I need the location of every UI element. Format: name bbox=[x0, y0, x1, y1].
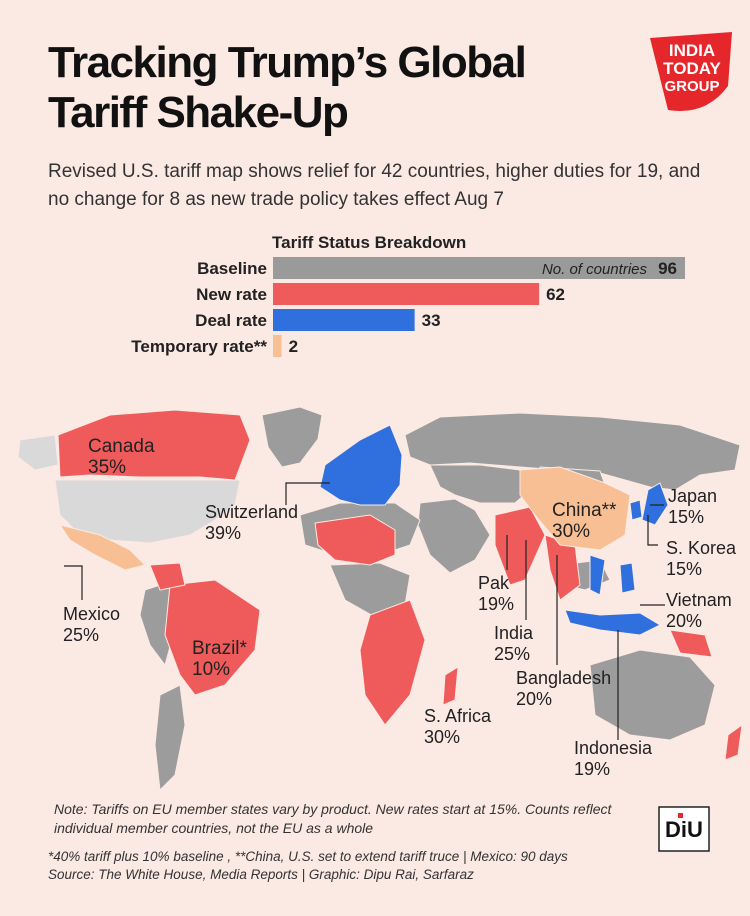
label-brazil: Brazil* 10% bbox=[192, 638, 247, 680]
label-vietnam: Vietnam 20% bbox=[666, 590, 732, 631]
subtitle: Revised U.S. tariff map shows relief for… bbox=[48, 161, 701, 210]
label-india: India 25% bbox=[494, 623, 534, 664]
central-asia-shape bbox=[429, 464, 531, 504]
philippines-shape bbox=[619, 562, 636, 594]
diu-logo-text: DiU bbox=[665, 817, 703, 842]
category-label: Temporary rate** bbox=[131, 337, 267, 356]
west-africa-shape bbox=[314, 514, 396, 566]
label-mexico: Mexico 25% bbox=[63, 604, 121, 645]
title-line-2: Tariff Shake-Up bbox=[48, 88, 349, 137]
russia-shape bbox=[404, 412, 741, 491]
footer-footnote: *40% tariff plus 10% baseline , **China,… bbox=[48, 848, 648, 884]
value-label: 33 bbox=[422, 311, 441, 330]
mexico-shape bbox=[58, 524, 146, 571]
diu-logo: DiU bbox=[658, 806, 710, 852]
usa-shape bbox=[54, 479, 241, 544]
map-light bbox=[17, 434, 241, 544]
eu-shape bbox=[319, 424, 403, 506]
tariff-bar-chart: Baseline 96 No. of countries New rate 62 Deal… bbox=[131, 257, 685, 357]
australia-shape bbox=[589, 649, 716, 741]
logo-line-3: GROUP bbox=[664, 78, 719, 95]
indonesia-shape bbox=[564, 609, 662, 636]
label-indonesia: Indonesia 19% bbox=[574, 738, 653, 779]
leader-lines bbox=[64, 482, 665, 740]
value-label: 96 bbox=[658, 259, 677, 278]
bar-baseline bbox=[273, 257, 685, 279]
logo-line-2: TODAY bbox=[663, 59, 721, 78]
label-switzerland: Switzerland 39% bbox=[205, 502, 299, 543]
korea-shape bbox=[629, 499, 643, 521]
chart-annotation: No. of countries bbox=[542, 261, 648, 278]
value-label: 62 bbox=[546, 285, 565, 304]
footer-note: Note: Tariffs on EU member states vary b… bbox=[54, 801, 612, 836]
nz-shape bbox=[724, 723, 743, 761]
canada-shape bbox=[57, 409, 251, 481]
map-new-rate bbox=[57, 409, 743, 761]
label-china: China** 30% bbox=[552, 500, 617, 542]
title-line-1: Tracking Trump’s Global bbox=[48, 38, 527, 87]
colombia-shape bbox=[149, 562, 186, 591]
bar-deal-rate bbox=[273, 309, 415, 331]
chart-title: Tariff Status Breakdown bbox=[272, 233, 467, 252]
madagascar-shape bbox=[442, 666, 459, 706]
category-label: Deal rate bbox=[195, 311, 267, 330]
label-canada: Canada 35% bbox=[88, 436, 155, 478]
logo-line-1: INDIA bbox=[669, 41, 715, 60]
page-title: Tracking Trump’s Global Tariff Shake-Up bbox=[48, 38, 608, 138]
brazil-shape bbox=[164, 579, 261, 696]
bar-new-rate bbox=[273, 283, 540, 305]
map-deal-rate bbox=[319, 424, 669, 636]
label-pak: Pak 19% bbox=[478, 573, 515, 614]
middle-east-shape bbox=[417, 498, 491, 574]
alaska-shape bbox=[17, 434, 59, 471]
china-shape bbox=[519, 466, 631, 551]
japan-shape bbox=[641, 482, 669, 526]
png-shape bbox=[669, 629, 713, 658]
category-label: New rate bbox=[196, 285, 267, 304]
value-label: 2 bbox=[289, 337, 298, 356]
category-label: Baseline bbox=[197, 259, 267, 278]
bar-temporary-rate bbox=[273, 335, 282, 357]
footnote-line-2: Source: The White House, Media Reports |… bbox=[48, 867, 474, 882]
label-safrica: S. Africa 30% bbox=[424, 706, 492, 747]
vietnam-shape bbox=[589, 554, 606, 596]
india-today-logo: INDIA TODAY GROUP bbox=[650, 32, 732, 111]
label-korea: S. Korea 15% bbox=[666, 538, 737, 579]
southern-africa-shape bbox=[359, 599, 426, 726]
world-map bbox=[17, 406, 743, 792]
greenland-shape bbox=[261, 406, 323, 468]
label-japan: Japan 15% bbox=[668, 486, 718, 527]
label-bangladesh: Bangladesh 20% bbox=[516, 668, 612, 709]
footnote-line-1: *40% tariff plus 10% baseline , **China,… bbox=[48, 849, 568, 864]
south-america-south-shape bbox=[154, 684, 186, 792]
map-temporary bbox=[58, 466, 631, 571]
